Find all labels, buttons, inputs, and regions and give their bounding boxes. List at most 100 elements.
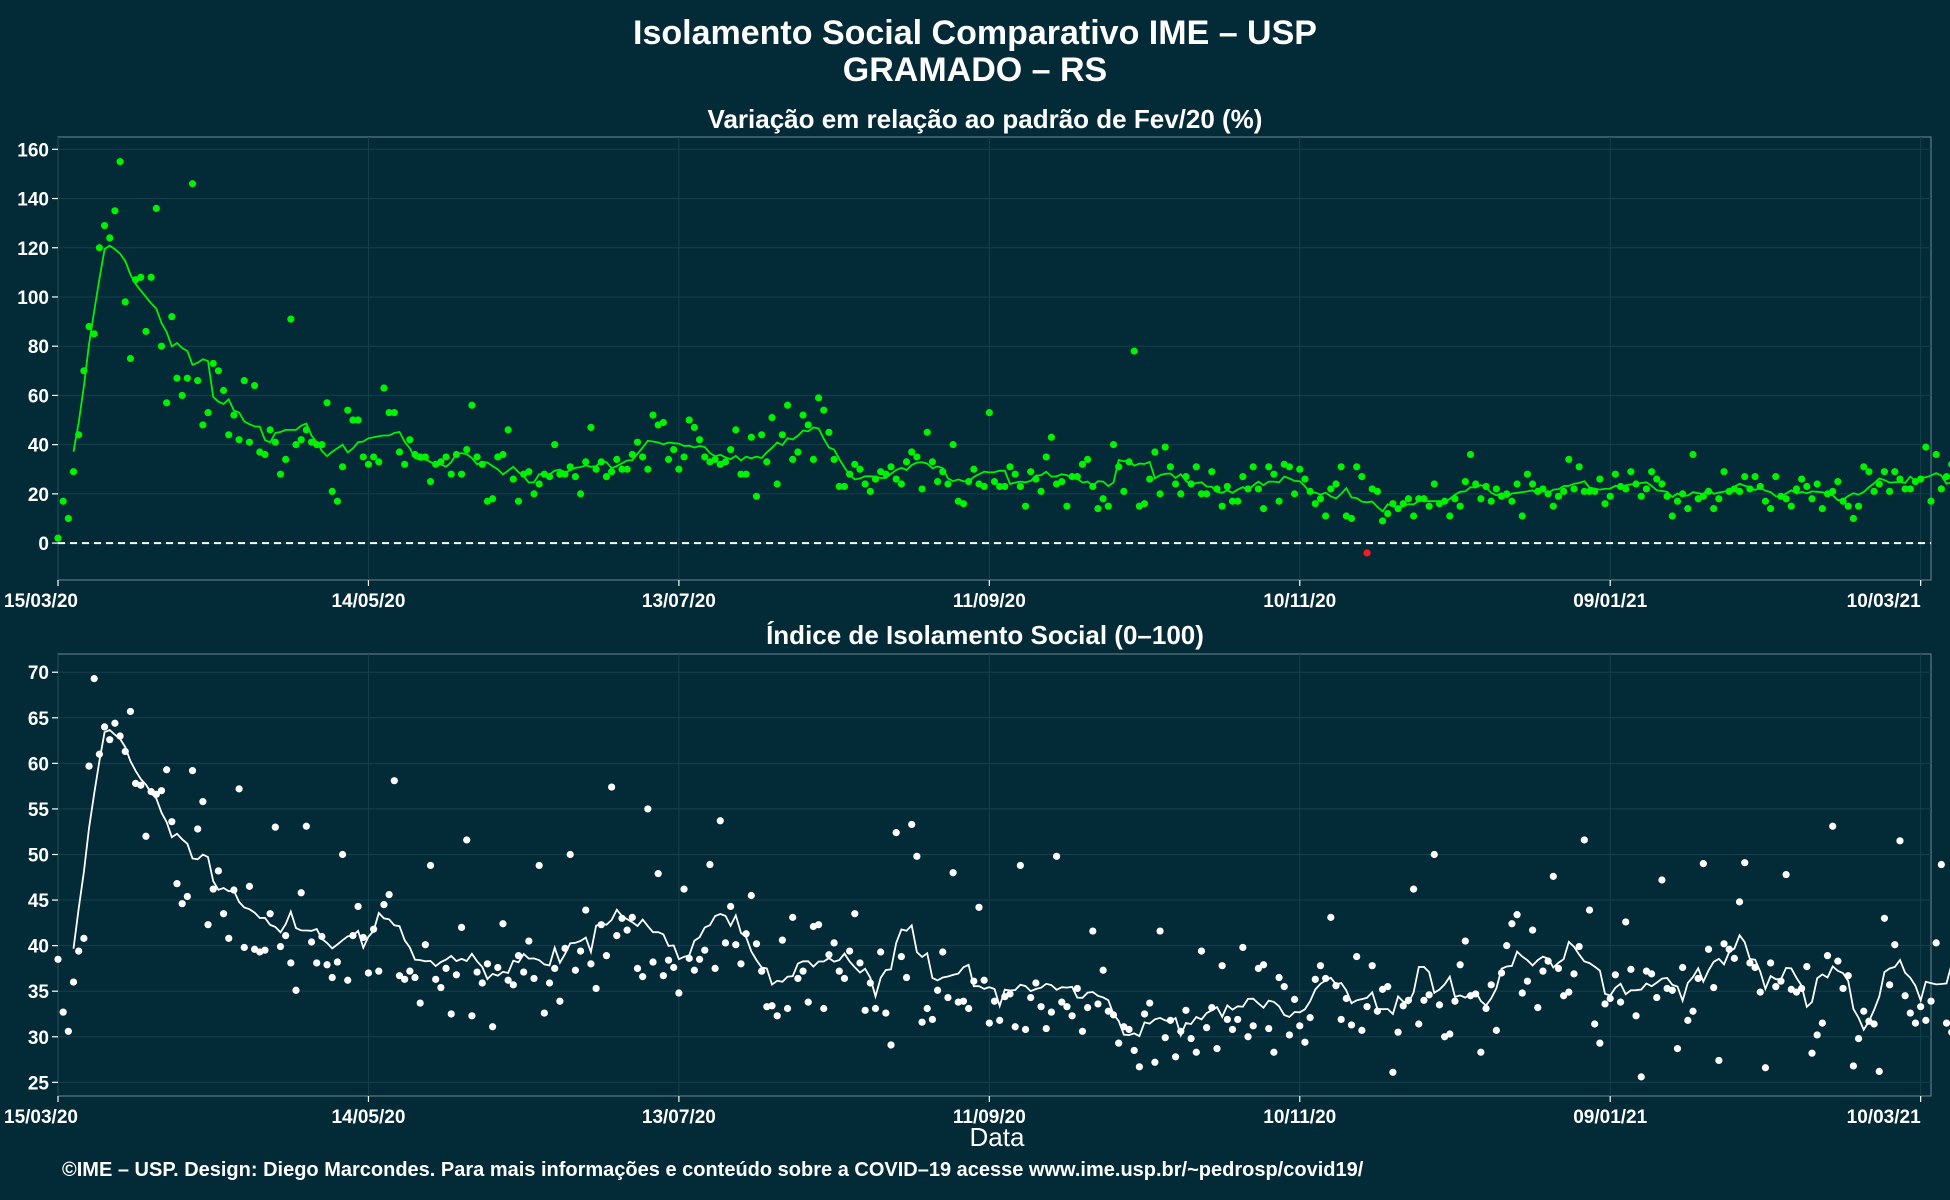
panel2-moving-average-line (72, 728, 1950, 1038)
data-point (918, 1018, 926, 1026)
data-point (194, 377, 202, 385)
data-point (1446, 1030, 1454, 1038)
data-point (1171, 480, 1180, 488)
data-point (1554, 492, 1563, 500)
data-point (457, 923, 466, 932)
data-point (1622, 918, 1630, 926)
data-point (1420, 495, 1428, 503)
data-point (509, 981, 517, 989)
data-point (302, 822, 310, 830)
data-point (219, 386, 228, 395)
data-point (447, 1010, 455, 1018)
data-point (1156, 927, 1164, 935)
data-point (1523, 977, 1532, 985)
data-point (670, 445, 678, 454)
data-point (1259, 961, 1268, 969)
data-point (106, 736, 114, 744)
data-point (1156, 490, 1164, 498)
data-point (1585, 487, 1594, 495)
data-point (1477, 495, 1485, 503)
data-point (442, 964, 450, 973)
panel1-points (54, 158, 1950, 557)
data-point (856, 959, 864, 967)
y-tick-label: 40 (28, 937, 49, 958)
data-point (183, 892, 191, 901)
data-point (147, 273, 155, 281)
data-point (1337, 1015, 1345, 1024)
data-point (1798, 475, 1806, 483)
data-point (1839, 984, 1847, 993)
panel1-title: Variação em relação ao padrão de Fev/20 … (708, 104, 1263, 134)
data-point (1084, 455, 1092, 464)
data-point (1296, 1022, 1304, 1030)
data-point (1125, 458, 1133, 466)
data-point (323, 961, 331, 969)
data-point (1829, 822, 1837, 830)
data-point (1616, 998, 1625, 1006)
data-point (1523, 470, 1532, 478)
data-point (1710, 505, 1718, 513)
y-tick-label: 55 (28, 800, 50, 821)
data-point (1637, 492, 1645, 500)
data-point (644, 465, 652, 473)
y-tick-label: 120 (17, 239, 49, 260)
data-point (297, 889, 305, 897)
data-point (173, 880, 181, 888)
data-point (913, 852, 921, 860)
data-point (225, 431, 233, 439)
data-point (178, 391, 186, 400)
data-point (219, 910, 228, 918)
data-point (789, 913, 797, 921)
data-point (1306, 1014, 1314, 1022)
data-point (90, 675, 98, 683)
data-point (1823, 952, 1832, 960)
data-point (406, 967, 414, 975)
data-point (913, 453, 921, 461)
data-point (783, 401, 792, 409)
data-point (520, 968, 528, 976)
data-point (1927, 497, 1935, 505)
data-point (825, 951, 833, 959)
data-point (758, 967, 766, 975)
data-point (1435, 1001, 1444, 1009)
data-point (1037, 487, 1045, 495)
data-point (1735, 898, 1744, 906)
data-point (1192, 463, 1200, 471)
data-point (1761, 1064, 1770, 1072)
data-point (1052, 852, 1061, 860)
data-point (582, 458, 590, 466)
data-point (1813, 1031, 1821, 1039)
data-point (1596, 1039, 1604, 1047)
data-point (670, 963, 678, 972)
y-tick-label: 35 (28, 982, 50, 1003)
data-point (566, 850, 574, 859)
data-point (1849, 514, 1857, 523)
data-point (985, 1019, 993, 1027)
data-point (975, 903, 983, 911)
data-point (959, 997, 968, 1005)
data-point (411, 973, 419, 982)
data-point (1140, 1010, 1149, 1018)
data-point (1684, 505, 1692, 513)
data-point (364, 969, 373, 977)
data-point (95, 750, 103, 758)
data-point (1094, 505, 1102, 513)
data-point (1844, 972, 1852, 980)
data-point (416, 453, 424, 461)
data-point (1627, 965, 1635, 973)
data-point (1528, 480, 1537, 488)
data-point (1565, 988, 1573, 996)
data-point (1337, 463, 1345, 471)
data-point (618, 465, 626, 473)
data-point (1404, 996, 1413, 1004)
data-point (1146, 999, 1154, 1007)
data-point (1415, 495, 1423, 503)
data-point (965, 1004, 973, 1013)
data-point (1767, 505, 1775, 513)
data-point (1585, 906, 1594, 914)
data-point (1539, 967, 1547, 975)
data-point (1860, 1007, 1868, 1015)
data-point (1880, 468, 1889, 476)
panel1-x-ticks: 15/03/20 14/05/20 13/07/20 11/09/20 10/11/20… (4, 580, 1922, 612)
data-point (499, 920, 507, 928)
